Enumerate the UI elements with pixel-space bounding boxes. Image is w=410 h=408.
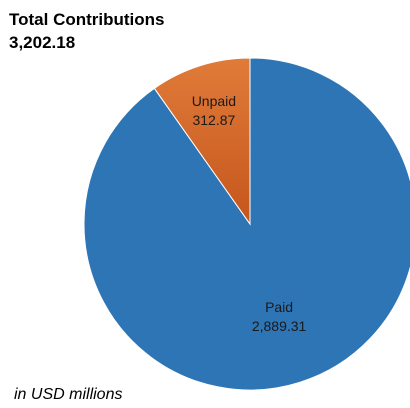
chart-total: 3,202.18: [9, 33, 76, 52]
slice-value-label-paid: 2,889.31: [252, 318, 307, 334]
slice-value-label-unpaid: 312.87: [192, 112, 235, 128]
pie-slice-unpaid: [153, 57, 251, 226]
pie-slice-paid: [83, 57, 410, 391]
pie-labels: Paid 2,889.31 Unpaid 312.87: [192, 93, 307, 334]
chart-title-block: Total Contributions 3,202.18: [9, 8, 165, 54]
chart-title: Total Contributions: [9, 10, 165, 29]
units-footnote: in USD millions: [14, 386, 123, 403]
slice-category-label-paid: Paid: [265, 299, 293, 315]
slice-category-label-unpaid: Unpaid: [192, 93, 236, 109]
pie-slices: [83, 57, 410, 391]
